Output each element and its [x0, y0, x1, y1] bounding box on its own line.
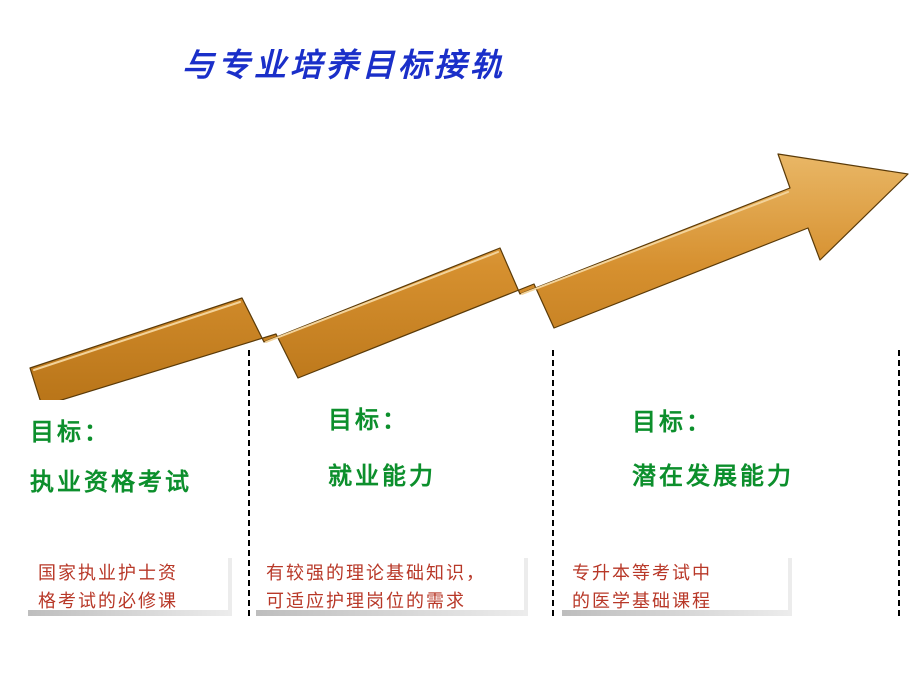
goal-desc-3: 专升本等考试中的医学基础课程 [558, 552, 788, 610]
trend-arrow [0, 120, 920, 400]
desc-face: 有较强的理论基础知识，可适应护理岗位的需求 [252, 552, 524, 610]
desc-text: 专升本等考试中的医学基础课程 [572, 560, 774, 616]
desc-face: 国家执业护士资格考试的必修课 [24, 552, 228, 610]
page-title: 与专业培养目标接轨 [182, 40, 506, 86]
desc-text: 国家执业护士资格考试的必修课 [38, 560, 214, 616]
goal-desc-1: 国家执业护士资格考试的必修课 [24, 552, 228, 610]
divider-2 [248, 350, 250, 616]
goal-body-1: 执业资格考试 [30, 462, 192, 497]
trend-arrow-svg [0, 120, 920, 400]
arrow-path [30, 154, 908, 400]
desc-face: 专升本等考试中的医学基础课程 [558, 552, 788, 610]
divider-3 [552, 350, 554, 616]
divider-right [898, 350, 900, 616]
goal-body-3: 潜在发展能力 [632, 456, 794, 491]
goal-label-2: 目标： [328, 400, 409, 435]
goal-body-2: 就业能力 [328, 456, 436, 491]
goal-label-3: 目标： [632, 402, 713, 437]
desc-text: 有较强的理论基础知识，可适应护理岗位的需求 [266, 560, 510, 616]
goal-desc-2: 有较强的理论基础知识，可适应护理岗位的需求 [252, 552, 524, 610]
goal-label-1: 目标： [30, 412, 111, 447]
